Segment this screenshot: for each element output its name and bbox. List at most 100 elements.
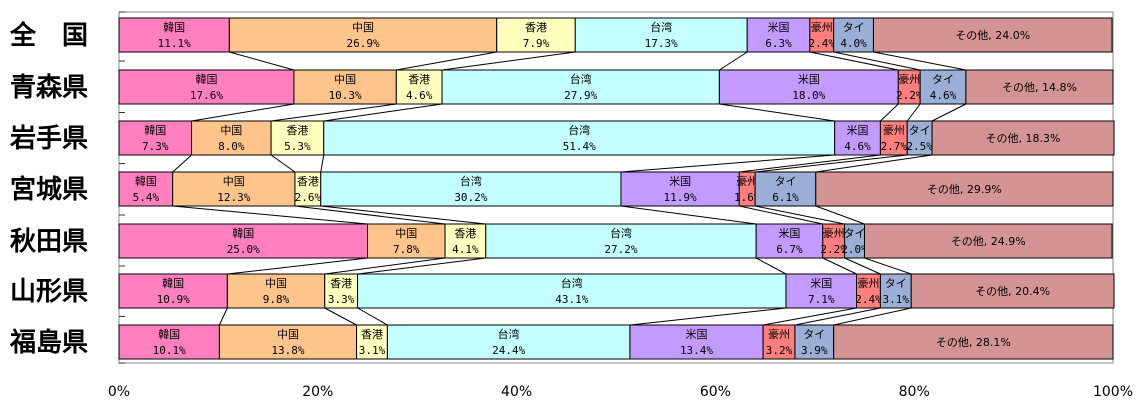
- bar-segment: [834, 120, 881, 156]
- bar-segment: [746, 17, 811, 53]
- series-connector-line: [271, 103, 397, 122]
- data-label: 51.4%: [563, 140, 596, 153]
- series-connector-line: [320, 154, 325, 173]
- series-label: 韓国: [163, 21, 185, 34]
- bar-segment: [879, 273, 912, 309]
- bar-segment: [864, 223, 1113, 259]
- series-label: 豪州: [811, 20, 833, 34]
- series-label: 中国: [334, 73, 356, 86]
- series-label: 香港: [330, 277, 352, 290]
- series-label: 米国: [669, 175, 691, 188]
- series-connector-line: [794, 307, 881, 326]
- data-label: 6.7%: [776, 243, 803, 256]
- series-label: 米国: [847, 124, 869, 137]
- series-label: タイ: [843, 21, 865, 34]
- data-label: その他, 28.1%: [936, 336, 1011, 349]
- bar-segment: [755, 223, 824, 259]
- data-label: 17.6%: [190, 89, 223, 102]
- series-connector-line: [755, 154, 908, 173]
- bar-segment: [485, 223, 757, 259]
- series-connector-line: [270, 154, 296, 173]
- data-label: 4.6%: [844, 140, 871, 153]
- series-label: 香港: [361, 328, 383, 341]
- data-label: 3.2%: [766, 344, 793, 357]
- bar-segment: [785, 273, 858, 309]
- x-tick-label: 60%: [700, 384, 731, 400]
- series-connector-line: [227, 257, 368, 275]
- series-connector-line: [931, 103, 967, 122]
- bar-segment: [395, 69, 443, 105]
- data-label: 7.8%: [393, 243, 420, 256]
- bar-segment: [754, 171, 817, 207]
- series-label: 中国: [352, 21, 374, 34]
- data-label: 11.9%: [664, 191, 697, 204]
- data-label: 4.0%: [840, 37, 867, 50]
- series-label: 台湾: [460, 174, 482, 188]
- series-connector-line: [833, 307, 912, 326]
- series-label: タイ: [885, 277, 907, 290]
- series-connector-line: [229, 51, 295, 71]
- series-connector-line: [218, 307, 228, 326]
- data-label: 8.0%: [218, 140, 245, 153]
- bar-segment: [294, 171, 322, 207]
- data-label: その他, 18.3%: [986, 132, 1061, 145]
- bar-segment: [794, 324, 835, 360]
- data-label: 7.3%: [142, 140, 169, 153]
- series-label: タイ: [932, 73, 954, 86]
- data-label: 5.4%: [133, 191, 160, 204]
- bar-segment: [833, 17, 874, 53]
- data-label: 2.2%: [820, 243, 847, 256]
- series-connector-line: [822, 257, 857, 275]
- series-connector-line: [324, 257, 446, 275]
- x-tick-label: 20%: [302, 384, 333, 400]
- series-connector-line: [844, 257, 881, 275]
- series-connector-line: [833, 51, 921, 71]
- data-label: 2.7%: [881, 140, 908, 153]
- series-label: 香港: [408, 73, 430, 86]
- series-label: 台湾: [568, 123, 590, 137]
- bar-segment: [228, 17, 498, 53]
- data-label: その他, 24.0%: [955, 29, 1030, 42]
- data-label: 4.6%: [406, 89, 433, 102]
- bar-segment: [815, 171, 1114, 207]
- data-label: 2.0%: [841, 243, 868, 256]
- data-label: 3.3%: [328, 293, 355, 306]
- series-label: 台湾: [610, 226, 632, 240]
- series-label: 韓国: [144, 124, 166, 137]
- bar-segment: [172, 171, 296, 207]
- series-label: 香港: [297, 175, 319, 188]
- data-label: 17.3%: [645, 37, 678, 50]
- category-label: 岩手県: [9, 124, 88, 154]
- bar-segment: [270, 120, 325, 156]
- series-label: 香港: [286, 124, 308, 137]
- series-connector-line: [873, 51, 966, 71]
- data-label: その他, 14.8%: [1002, 81, 1077, 94]
- series-label: 香港: [454, 227, 476, 240]
- bar-segment: [324, 273, 359, 309]
- series-label: 韓国: [232, 227, 254, 240]
- data-label: その他, 29.9%: [927, 183, 1002, 196]
- series-label: 米国: [810, 277, 832, 290]
- series-connector-line: [396, 51, 497, 71]
- series-connector-line: [620, 205, 757, 225]
- data-label: 7.1%: [808, 293, 835, 306]
- bar-segment: [357, 273, 787, 309]
- category-label: 全 国: [9, 20, 88, 51]
- series-connector-line: [719, 51, 748, 71]
- bar-segment: [906, 120, 933, 156]
- bar-segment: [762, 324, 796, 360]
- series-label: 台湾: [498, 327, 520, 341]
- category-label: 山形県: [10, 277, 88, 307]
- data-label: 26.9%: [346, 37, 379, 50]
- series-connector-line: [815, 205, 865, 225]
- series-label: 韓国: [135, 175, 157, 188]
- x-tick-label: 100%: [1093, 384, 1133, 400]
- bar-segment: [320, 171, 622, 207]
- data-label: 12.3%: [217, 191, 250, 204]
- series-label: 韓国: [195, 73, 217, 86]
- data-label: 2.4%: [809, 37, 836, 50]
- data-label: 13.4%: [680, 344, 713, 357]
- data-label: 4.1%: [452, 243, 479, 256]
- data-label: 27.2%: [604, 243, 637, 256]
